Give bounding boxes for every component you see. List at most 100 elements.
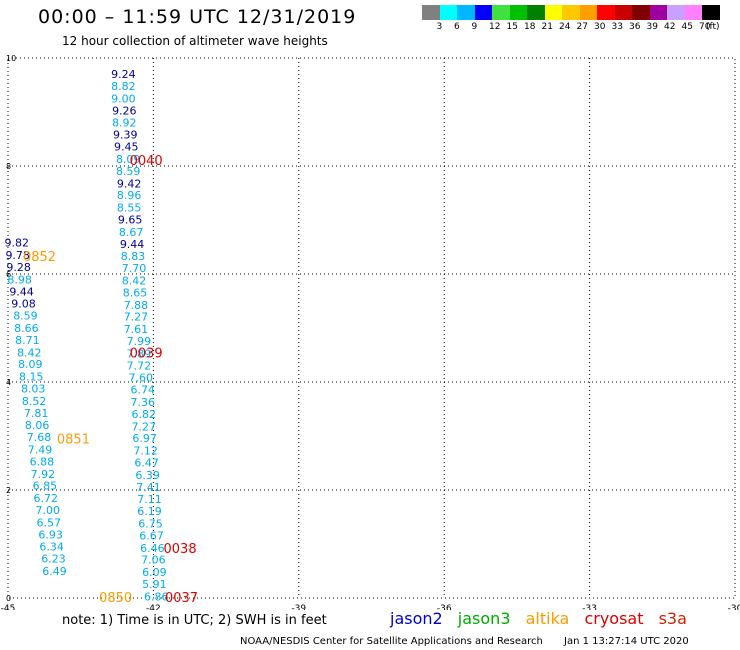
scale-swatch <box>474 5 492 20</box>
wave-height-value: 7.00 <box>35 504 60 517</box>
wave-height-value: 7.81 <box>24 407 49 420</box>
credit-text: NOAA/NESDIS Center for Satellite Applica… <box>240 636 543 647</box>
wave-height-value: 7.89 <box>127 347 152 360</box>
x-tick-label: -30 <box>728 604 740 610</box>
wave-height-value: 7.12 <box>133 445 158 458</box>
wave-height-value: 6.97 <box>132 432 157 445</box>
wave-height-value: 8.09 <box>18 358 43 371</box>
wave-height-value: 8.65 <box>123 286 148 299</box>
scale-swatch <box>439 5 457 20</box>
wave-height-value: 6.82 <box>131 408 156 421</box>
color-scale-labels: 3 6 9 12 15 18 21 24 27 30 33 36 39 42 45 70 (ft) <box>422 22 740 34</box>
scale-swatch <box>562 5 580 20</box>
wave-height-value: 6.19 <box>137 505 162 518</box>
wave-height-value: 8.83 <box>121 250 146 263</box>
pass-time-label: 0851 <box>57 433 90 448</box>
scale-swatch <box>457 5 475 20</box>
wave-height-value: 9.78 <box>5 249 30 262</box>
wave-height-value: 8.55 <box>117 202 142 215</box>
scale-swatch <box>527 5 545 20</box>
pass-time-label: 0039 <box>130 346 163 361</box>
scale-label: 70 <box>699 22 711 32</box>
wave-height-value: 7.88 <box>124 299 149 312</box>
legend-cryosat: cryosat <box>584 609 644 628</box>
scale-label: 36 <box>629 22 641 32</box>
wave-height-value: 9.39 <box>113 129 138 142</box>
scale-label: 12 <box>489 22 501 32</box>
generated-timestamp: Jan 1 13:27:14 UTC 2020 <box>564 636 689 647</box>
scale-swatch <box>614 5 632 20</box>
wave-height-value: 7.11 <box>137 493 162 506</box>
y-tick-label: 10 <box>6 54 16 63</box>
wave-height-value: 9.65 <box>118 213 143 226</box>
wave-height-value: 6.23 <box>41 553 66 566</box>
wave-height-value: 8.66 <box>14 322 39 335</box>
scale-swatch <box>649 5 667 20</box>
wave-height-value: 7.36 <box>130 396 155 409</box>
scale-swatch <box>544 5 562 20</box>
wave-height-value: 8.59 <box>116 165 141 178</box>
wave-height-value: 8.92 <box>112 116 137 129</box>
y-tick-label: 0 <box>6 594 11 603</box>
wave-height-value: 6.93 <box>38 528 63 541</box>
wave-height-value: 9.00 <box>111 93 136 106</box>
page-subtitle: 12 hour collection of altimeter wave hei… <box>62 34 328 48</box>
wave-height-value: 7.61 <box>124 323 149 336</box>
wave-height-value: 7.68 <box>27 431 52 444</box>
wave-height-value: 7.06 <box>141 554 166 567</box>
scale-label: 45 <box>681 22 693 32</box>
wave-height-value: 7.27 <box>124 311 149 324</box>
wave-height-value: 6.57 <box>36 516 61 529</box>
wave-height-value: 8.96 <box>117 189 142 202</box>
legend-note: note: 1) Time is in UTC; 2) SWH is in fe… <box>62 613 327 628</box>
pass-time-label: 0852 <box>23 250 56 265</box>
wave-height-value: 5.91 <box>142 578 167 591</box>
wave-height-value: 7.72 <box>127 359 152 372</box>
x-tick-label: -42 <box>146 604 161 610</box>
wave-height-value: 8.82 <box>111 80 136 93</box>
wave-height-value: 7.70 <box>122 262 147 275</box>
satellite-legend: jason2 jason3 altika cryosat s3a <box>390 609 697 628</box>
wave-height-value: 9.45 <box>114 141 139 154</box>
wave-height-value: 6.46 <box>140 542 165 555</box>
wave-height-value: 6.47 <box>134 456 159 469</box>
wave-height-value: 6.67 <box>139 529 164 542</box>
color-scale-bar <box>422 5 720 20</box>
scale-label: 3 <box>436 22 443 32</box>
wave-height-value: 8.52 <box>22 395 47 408</box>
y-tick-label: 6 <box>6 270 11 279</box>
scale-label: 21 <box>541 22 553 32</box>
wave-height-value: 9.82 <box>4 237 29 250</box>
wave-height-value: 6.75 <box>138 517 163 530</box>
wave-height-value: 6.88 <box>30 455 55 468</box>
x-tick-label: -45 <box>1 604 16 610</box>
scale-label: 39 <box>646 22 658 32</box>
wave-height-value: 8.06 <box>25 419 50 432</box>
scale-swatch <box>509 5 527 20</box>
scale-swatch <box>632 5 650 20</box>
wave-height-value: 6.39 <box>135 469 160 482</box>
y-tick-label: 2 <box>6 486 11 495</box>
legend-s3a: s3a <box>658 609 687 628</box>
scale-swatch <box>579 5 597 20</box>
wave-height-value: 8.42 <box>17 346 42 359</box>
legend-jason3: jason3 <box>457 609 511 628</box>
legend-altika: altika <box>525 609 570 628</box>
wave-height-value: 9.26 <box>112 104 137 117</box>
wave-height-value: 8.15 <box>19 371 44 384</box>
wave-height-value: 8.09 <box>116 153 141 166</box>
scale-label: 18 <box>524 22 536 32</box>
wave-height-value: 9.44 <box>9 285 34 298</box>
wave-height-value: 7.27 <box>131 420 156 433</box>
legend-jason2: jason2 <box>390 609 443 628</box>
wave-height-value: 6.34 <box>39 541 64 554</box>
wave-height-value: 6.09 <box>142 566 167 579</box>
map-frame <box>7 57 736 599</box>
x-tick-label: -33 <box>582 604 597 610</box>
wave-height-value: 9.44 <box>120 238 145 251</box>
scale-swatch <box>702 5 720 20</box>
wave-height-value: 7.92 <box>31 468 56 481</box>
wave-height-value: 8.71 <box>15 334 40 347</box>
scale-swatch <box>492 5 510 20</box>
wave-height-value: 6.49 <box>42 565 67 578</box>
